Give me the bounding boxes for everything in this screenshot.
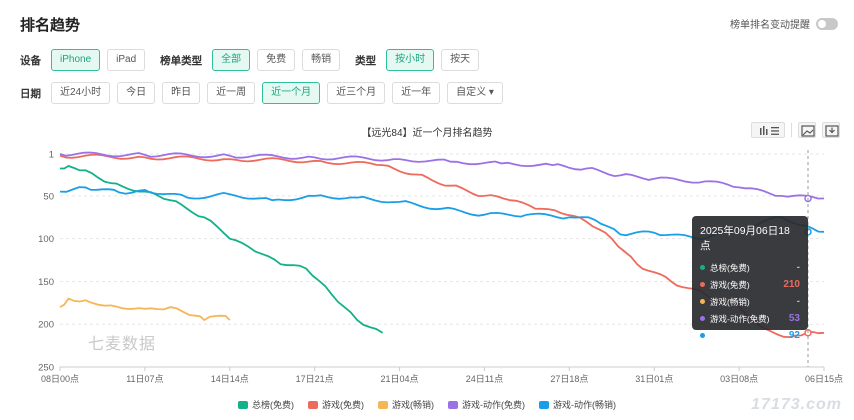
series-line-0 xyxy=(60,166,383,333)
chart-tooltip: 2025年09月06日18点 总榜(免费) - 游戏(免费) 210 游戏(畅销) - 游戏… xyxy=(692,216,808,330)
series-line-2 xyxy=(60,299,230,320)
legend-item-2[interactable]: 游戏(畅销) xyxy=(378,398,434,411)
tooltip-value: 210 xyxy=(783,279,800,290)
tooltip-dot xyxy=(700,282,705,287)
qimai-watermark: 七麦数据 xyxy=(88,330,156,354)
legend-item-0[interactable]: 总榜(免费) xyxy=(238,398,294,411)
legend-item-1[interactable]: 游戏(免费) xyxy=(308,398,364,411)
tooltip-dot xyxy=(700,299,705,304)
site-watermark: 17173.com xyxy=(751,396,842,414)
legend-label: 游戏(免费) xyxy=(322,398,364,411)
tooltip-row: 游戏-动作(免费) 53 xyxy=(700,310,800,327)
y-tick-label: 50 xyxy=(43,191,54,202)
x-tick-label: 21日04点 xyxy=(381,374,419,384)
x-tick-label: 17日21点 xyxy=(296,374,334,384)
legend-label: 游戏(畅销) xyxy=(392,398,434,411)
legend-label: 游戏-动作(免费) xyxy=(462,398,525,411)
x-tick-label: 08日00点 xyxy=(41,374,79,384)
legend-swatch xyxy=(378,401,388,409)
legend-swatch xyxy=(448,401,458,409)
tooltip-dot xyxy=(700,265,705,270)
legend-label: 总榜(免费) xyxy=(252,398,294,411)
tooltip-title: 2025年09月06日18点 xyxy=(700,223,800,253)
x-tick-label: 14日14点 xyxy=(211,374,249,384)
tooltip-value: - xyxy=(797,262,800,273)
x-tick-label: 31日01点 xyxy=(635,374,673,384)
tooltip-row: 总榜(免费) - xyxy=(700,259,800,276)
tooltip-row: 游戏(畅销) - xyxy=(700,293,800,310)
y-tick-label: 200 xyxy=(38,320,54,331)
tooltip-series-name: 游戏-动作(免费) xyxy=(710,313,789,325)
legend-swatch xyxy=(238,401,248,409)
tooltip-dot xyxy=(700,316,705,321)
x-axis-ticks: 08日00点 11日07点 14日14点 17日21点 21日04点 24日11点 27日1… xyxy=(41,367,843,384)
y-tick-label: 150 xyxy=(38,277,54,288)
tooltip-value: - xyxy=(797,296,800,307)
tooltip-series-name: 总榜(免费) xyxy=(710,262,797,274)
tooltip-series-name: 游戏(畅销) xyxy=(710,296,797,308)
y-tick-label: 250 xyxy=(38,363,54,374)
x-tick-label: 11日07点 xyxy=(126,374,163,384)
legend-swatch xyxy=(539,401,549,409)
chart-legend: 总榜(免费) 游戏(免费) 游戏(畅销) 游戏-动作(免费) 游戏-动作(畅销) xyxy=(0,398,854,411)
y-tick-label: 100 xyxy=(38,234,54,245)
x-tick-label: 24日11点 xyxy=(466,374,503,384)
tooltip-value: 53 xyxy=(789,313,800,324)
x-tick-label: 06日15点 xyxy=(805,374,843,384)
legend-item-4[interactable]: 游戏-动作(畅销) xyxy=(539,398,616,411)
legend-label: 游戏-动作(畅销) xyxy=(553,398,616,411)
tooltip-row: 游戏(免费) 210 xyxy=(700,276,800,293)
tooltip-series-name: 游戏-动作(畅销) xyxy=(710,330,789,342)
y-tick-label: 1 xyxy=(49,150,54,161)
x-tick-label: 27日18点 xyxy=(550,374,588,384)
tooltip-series-name: 游戏(免费) xyxy=(710,279,783,291)
tooltip-dot xyxy=(700,333,705,338)
x-tick-label: 03日08点 xyxy=(720,374,758,384)
tooltip-row: 游戏-动作(畅销) 92 xyxy=(700,327,800,344)
legend-item-3[interactable]: 游戏-动作(免费) xyxy=(448,398,525,411)
legend-swatch xyxy=(308,401,318,409)
tooltip-value: 92 xyxy=(789,330,800,341)
series-line-3 xyxy=(60,153,824,199)
